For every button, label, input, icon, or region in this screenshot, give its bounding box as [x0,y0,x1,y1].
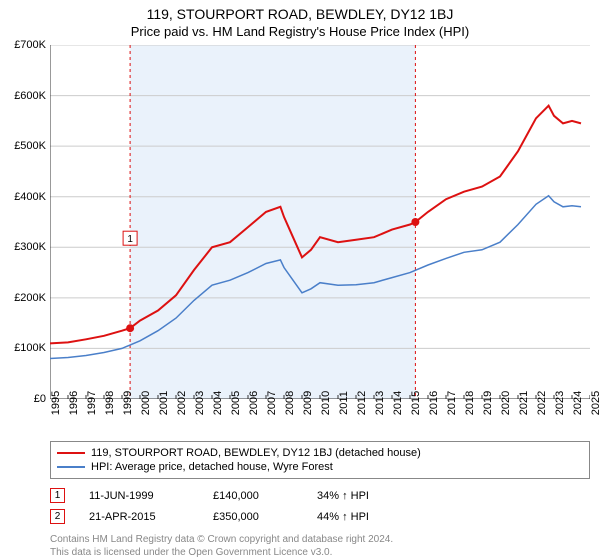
x-axis-label: 2008 [284,391,296,415]
x-axis-label: 1999 [122,391,134,415]
transaction-delta: 44% ↑ HPI [317,511,369,523]
svg-text:1: 1 [127,234,133,245]
transaction-date: 11-JUN-1999 [89,490,189,502]
legend-row: HPI: Average price, detached house, Wyre… [57,460,583,474]
legend-swatch [57,452,85,454]
transactions-table: 1 11-JUN-1999 £140,000 34% ↑ HPI 2 21-AP… [50,485,590,527]
x-axis-label: 2021 [518,391,530,415]
x-axis-label: 2000 [140,391,152,415]
x-axis-label: 2005 [230,391,242,415]
legend-box: 119, STOURPORT ROAD, BEWDLEY, DY12 1BJ (… [50,441,590,479]
y-axis-label: £0 [34,393,46,405]
legend-label: 119, STOURPORT ROAD, BEWDLEY, DY12 1BJ (… [91,447,421,459]
footer-line1: Contains HM Land Registry data © Crown c… [50,533,590,546]
transaction-row: 1 11-JUN-1999 £140,000 34% ↑ HPI [50,485,590,506]
y-axis-label: £200K [14,292,46,304]
transaction-marker: 1 [50,488,65,503]
x-axis-label: 2020 [500,391,512,415]
transaction-price: £140,000 [213,490,293,502]
x-axis-label: 2019 [482,391,494,415]
x-axis-label: 2001 [158,391,170,415]
x-axis-label: 1995 [50,391,62,415]
x-axis-label: 1997 [86,391,98,415]
y-axis-label: £600K [14,90,46,102]
x-axis-label: 2017 [446,391,458,415]
transaction-price: £350,000 [213,511,293,523]
x-axis-label: 2013 [374,391,386,415]
x-axis-label: 2011 [338,391,350,415]
x-axis-label: 1996 [68,391,80,415]
x-axis-label: 2009 [302,391,314,415]
y-axis-label: £500K [14,140,46,152]
y-axis-label: £700K [14,39,46,51]
x-axis-label: 2016 [428,391,440,415]
x-axis-label: 2022 [536,391,548,415]
x-axis-label: 2004 [212,391,224,415]
legend-swatch [57,466,85,468]
x-axis-label: 2012 [356,391,368,415]
x-axis-label: 2006 [248,391,260,415]
x-axis-label: 2010 [320,391,332,415]
transaction-marker: 2 [50,509,65,524]
y-axis-label: £400K [14,191,46,203]
x-axis-label: 2024 [572,391,584,415]
x-axis-label: 2018 [464,391,476,415]
chart-title: 119, STOURPORT ROAD, BEWDLEY, DY12 1BJ [0,0,600,22]
footer-text: Contains HM Land Registry data © Crown c… [50,533,590,559]
x-axis-label: 2025 [590,391,600,415]
y-axis-label: £300K [14,241,46,253]
x-axis-label: 2003 [194,391,206,415]
transaction-row: 2 21-APR-2015 £350,000 44% ↑ HPI [50,506,590,527]
x-axis-labels: 1995199619971998199920002001200220032004… [50,399,590,435]
legend-label: HPI: Average price, detached house, Wyre… [91,461,333,473]
x-axis-label: 2015 [410,391,422,415]
chart-area: 12 £0£100K£200K£300K£400K£500K£600K£700K [50,45,590,399]
legend-row: 119, STOURPORT ROAD, BEWDLEY, DY12 1BJ (… [57,446,583,460]
transaction-delta: 34% ↑ HPI [317,490,369,502]
chart-svg: 12 [50,45,590,399]
x-axis-label: 1998 [104,391,116,415]
footer-line2: This data is licensed under the Open Gov… [50,546,590,559]
chart-subtitle: Price paid vs. HM Land Registry's House … [0,22,600,45]
x-axis-label: 2014 [392,391,404,415]
x-axis-label: 2007 [266,391,278,415]
x-axis-label: 2002 [176,391,188,415]
transaction-date: 21-APR-2015 [89,511,189,523]
y-axis-label: £100K [14,342,46,354]
chart-container: 119, STOURPORT ROAD, BEWDLEY, DY12 1BJ P… [0,0,600,560]
x-axis-label: 2023 [554,391,566,415]
